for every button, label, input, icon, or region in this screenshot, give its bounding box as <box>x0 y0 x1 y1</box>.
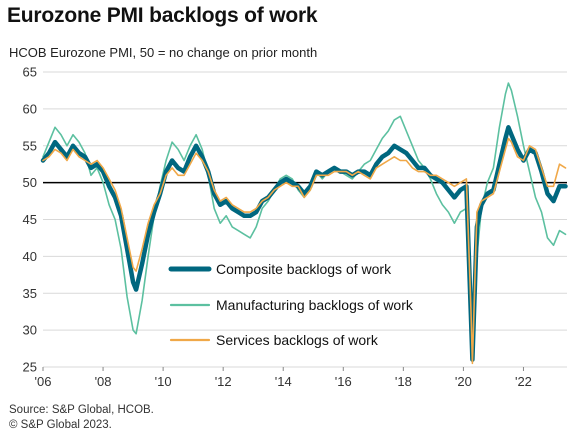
x-tick-label: '12 <box>215 374 232 389</box>
x-tick-label: '10 <box>155 374 172 389</box>
x-tick-label: '20 <box>455 374 472 389</box>
legend-label: Manufacturing backlogs of work <box>216 297 414 313</box>
legend-label: Composite backlogs of work <box>216 261 392 277</box>
series-line-0 <box>40 125 568 362</box>
source-note: Source: S&P Global, HCOB. © S&P Global 2… <box>9 403 154 433</box>
x-tick-label: '06 <box>35 374 52 389</box>
legend-label: Services backlogs of work <box>216 332 379 348</box>
x-tick-label: '18 <box>395 374 412 389</box>
y-tick-label: 55 <box>23 138 37 153</box>
y-tick-label: 60 <box>23 101 37 116</box>
x-axis: '06 '08 '10 '12 '14 '16 '18 '20 '22 <box>35 367 532 389</box>
source-line: Source: S&P Global, HCOB. <box>9 404 154 416</box>
y-tick-label: 45 <box>23 212 37 227</box>
series-line-2 <box>42 137 567 365</box>
x-tick-label: '16 <box>335 374 352 389</box>
y-tick-label: 25 <box>23 360 37 375</box>
y-tick-label: 50 <box>23 175 37 190</box>
y-tick-label: 30 <box>23 323 37 338</box>
y-axis: 25 30 35 40 45 50 55 60 65 <box>23 65 37 375</box>
y-tick-label: 65 <box>23 65 37 80</box>
y-tick-label: 40 <box>23 249 37 264</box>
y-tick-label: 35 <box>23 286 37 301</box>
copyright-line: © S&P Global 2023. <box>9 419 112 431</box>
chart-subtitle: HCOB Eurozone PMI, 50 = no change on pri… <box>9 45 318 60</box>
legend: Composite backlogs of work Manufacturing … <box>168 261 414 348</box>
x-tick-label: '14 <box>275 374 292 389</box>
x-tick-label: '22 <box>515 374 532 389</box>
line-chart: 25 30 35 40 45 50 55 60 65 '06 '08 '10 '12 '14 '16 '18… <box>23 65 568 389</box>
chart-title: Eurozone PMI backlogs of work <box>7 4 318 27</box>
x-tick-label: '08 <box>95 374 112 389</box>
series-lines <box>40 82 568 365</box>
